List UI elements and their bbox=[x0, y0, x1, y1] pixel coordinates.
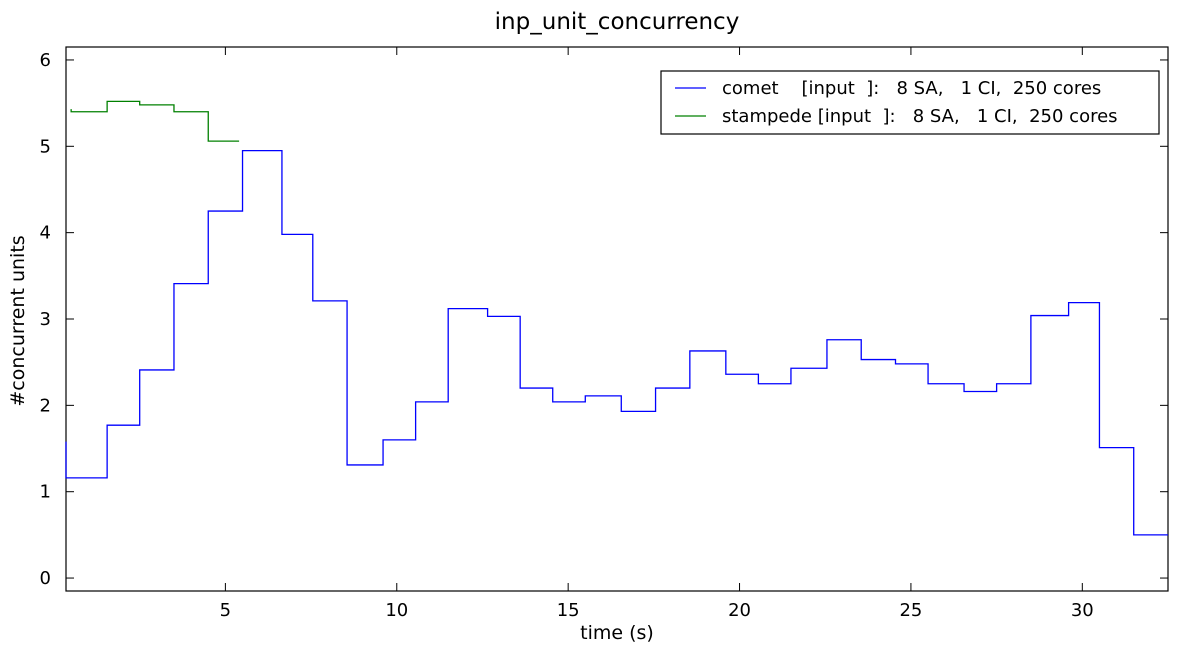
plot-area: 5 10 15 20 25 30 0 1 2 3 4 5 6 bbox=[40, 46, 1169, 621]
y-tick-label: 3 bbox=[40, 309, 51, 330]
y-tick-label: 4 bbox=[40, 223, 51, 244]
x-tick-label: 20 bbox=[728, 600, 751, 621]
legend-label-stampede: stampede [input ]: 8 SA, 1 CI, 250 cores bbox=[722, 106, 1118, 127]
legend-label-comet: comet [input ]: 8 SA, 1 CI, 250 cores bbox=[722, 78, 1101, 99]
series-line-stampede bbox=[70, 100, 240, 142]
series-line-comet bbox=[65, 149, 1168, 536]
chart-title: inp_unit_concurrency bbox=[495, 9, 740, 35]
y-tick-label: 5 bbox=[40, 136, 51, 157]
y-axis-label: #concurrent units bbox=[7, 235, 29, 406]
y-tick-label: 0 bbox=[40, 568, 51, 589]
axis-ticks bbox=[66, 47, 1168, 591]
x-tick-label: 30 bbox=[1071, 600, 1094, 621]
legend: comet [input ]: 8 SA, 1 CI, 250 cores st… bbox=[660, 70, 1160, 135]
y-tick-label: 6 bbox=[40, 50, 51, 71]
axis-tick-labels: 5 10 15 20 25 30 0 1 2 3 4 5 6 bbox=[40, 50, 1094, 621]
y-tick-label: 1 bbox=[40, 482, 51, 503]
x-axis-label: time (s) bbox=[580, 622, 654, 644]
x-tick-label: 15 bbox=[557, 600, 580, 621]
y-tick-label: 2 bbox=[40, 395, 51, 416]
x-tick-label: 10 bbox=[385, 600, 408, 621]
legend-box bbox=[660, 70, 1160, 135]
x-tick-label: 5 bbox=[220, 600, 231, 621]
series-lines bbox=[65, 100, 1168, 536]
x-tick-label: 25 bbox=[899, 600, 922, 621]
